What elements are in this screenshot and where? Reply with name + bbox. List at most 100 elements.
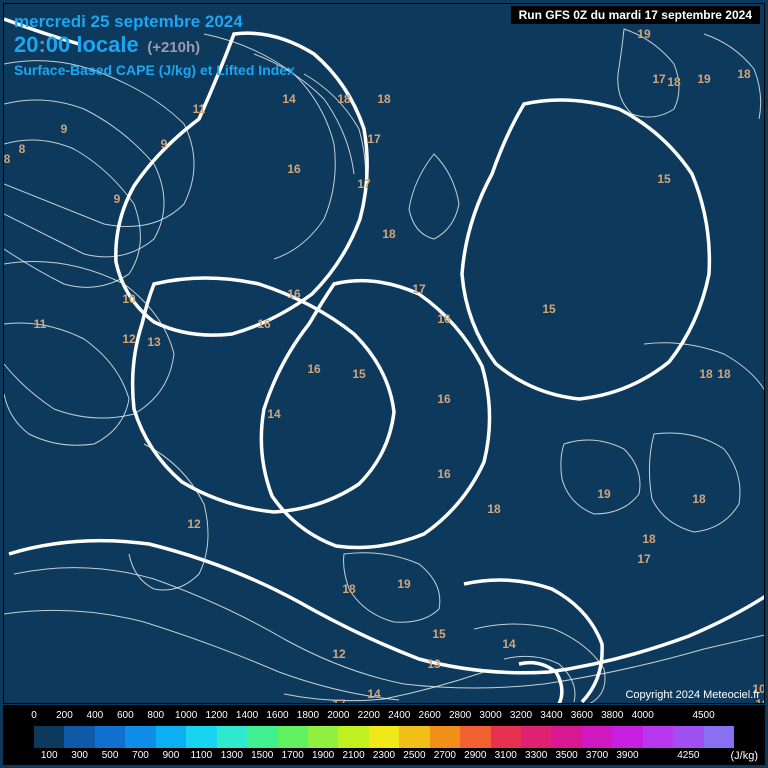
legend-color-cell <box>491 726 521 748</box>
contour-value-label: 12 <box>332 647 345 661</box>
legend-tick-bottom: 3500 <box>555 750 577 761</box>
legend-tick-bottom: 1100 <box>191 750 213 761</box>
contour-value-label: 15 <box>657 172 670 186</box>
contour-value-label: 10 <box>122 292 135 306</box>
map-header: mercredi 25 septembre 2024 20:00 locale … <box>14 12 295 78</box>
contour-value-label: 14 <box>267 407 280 421</box>
legend-color-cell <box>673 726 703 748</box>
legend-color-cell <box>125 726 155 748</box>
legend-tick-bottom: 3700 <box>586 750 608 761</box>
contour-value-label: 11 <box>193 102 206 116</box>
contour-value-label: 8 <box>4 152 11 166</box>
legend-color-cell <box>278 726 308 748</box>
contour-value-label: 12 <box>187 517 200 531</box>
legend-tick-bottom: 1300 <box>221 750 243 761</box>
contour-value-label: 18 <box>699 367 712 381</box>
legend-tick-top: 1400 <box>236 710 258 721</box>
contour-value-label: 18 <box>382 227 395 241</box>
contour-value-label: 17 <box>637 552 650 566</box>
contour-value-label: 9 <box>114 192 121 206</box>
contour-value-label: 18 <box>487 502 500 516</box>
contour-value-label: 17 <box>367 132 380 146</box>
contour-value-label: 15 <box>352 367 365 381</box>
legend-tick-bottom: 3100 <box>495 750 517 761</box>
legend-tick-bottom: 3900 <box>616 750 638 761</box>
legend-labels-bottom: 1003005007009001100130015001700190021002… <box>34 750 734 764</box>
legend-color-cell <box>338 726 368 748</box>
legend-color-cell <box>64 726 94 748</box>
legend-tick-bottom: 300 <box>71 750 88 761</box>
forecast-hours: (+210h) <box>147 39 200 56</box>
legend-tick-bottom: 2100 <box>342 750 364 761</box>
contour-value-label: 16 <box>437 392 450 406</box>
contour-value-label: 13 <box>427 657 440 671</box>
legend-color-cell <box>186 726 216 748</box>
contour-value-label: 13 <box>147 335 160 349</box>
legend-tick-top: 3400 <box>540 710 562 721</box>
contour-value-label: 18 <box>377 92 390 106</box>
legend-tick-bottom: 1700 <box>282 750 304 761</box>
contour-value-label: 18 <box>342 582 355 596</box>
legend-tick-top: 600 <box>117 710 134 721</box>
legend-tick-top: 3000 <box>479 710 501 721</box>
contour-value-label: 19 <box>697 72 710 86</box>
legend-color-cell <box>156 726 186 748</box>
contour-value-label: 12 <box>122 332 135 346</box>
forecast-time: 20:00 locale <box>14 32 139 57</box>
contour-value-label: 16 <box>287 287 300 301</box>
contour-value-label: 14 <box>367 687 380 701</box>
legend-tick-top: 800 <box>147 710 164 721</box>
legend-color-cell <box>247 726 277 748</box>
legend-tick-top: 2600 <box>419 710 441 721</box>
contour-value-label: 15 <box>542 302 555 316</box>
legend-unit: (J/kg) <box>731 750 759 762</box>
contour-value-label: 14 <box>282 92 295 106</box>
legend-tick-top: 1000 <box>175 710 197 721</box>
legend-tick-top: 2400 <box>388 710 410 721</box>
contour-value-label: 9 <box>161 137 168 151</box>
contour-value-label: 16 <box>287 162 300 176</box>
contour-value-label: 18 <box>717 367 730 381</box>
color-legend: 0200400600800100012001400160018002000220… <box>3 705 765 765</box>
legend-color-cell <box>460 726 490 748</box>
legend-tick-top: 0 <box>31 710 37 721</box>
legend-tick-top: 400 <box>87 710 104 721</box>
legend-tick-top: 4500 <box>692 710 714 721</box>
contour-value-label: 14 <box>502 637 515 651</box>
contour-value-label: 18 <box>692 492 705 506</box>
parameter-label: Surface-Based CAPE (J/kg) et Lifted Inde… <box>14 62 295 78</box>
legend-color-cell <box>430 726 460 748</box>
contour-value-label: 9 <box>61 122 68 136</box>
contour-value-label: 16 <box>437 467 450 481</box>
legend-scale <box>34 726 734 748</box>
legend-tick-bottom: 1500 <box>251 750 273 761</box>
legend-tick-top: 2800 <box>449 710 471 721</box>
legend-tick-bottom: 1900 <box>312 750 334 761</box>
legend-tick-bottom: 2700 <box>434 750 456 761</box>
legend-tick-top: 3800 <box>601 710 623 721</box>
legend-tick-top: 2000 <box>327 710 349 721</box>
legend-tick-bottom: 2500 <box>403 750 425 761</box>
forecast-date: mercredi 25 septembre 2024 <box>14 12 295 32</box>
contour-value-label: 15 <box>432 627 445 641</box>
contour-value-label: 8 <box>19 142 26 156</box>
legend-color-cell <box>217 726 247 748</box>
contour-value-label: 11 <box>34 317 47 331</box>
contour-value-label: 17 <box>652 72 665 86</box>
legend-tick-bottom: 2300 <box>373 750 395 761</box>
legend-color-cell <box>308 726 338 748</box>
legend-color-cell <box>643 726 673 748</box>
model-run-info: Run GFS 0Z du mardi 17 septembre 2024 <box>511 6 760 24</box>
contour-value-label: 17 <box>332 697 345 704</box>
legend-color-cell <box>612 726 642 748</box>
legend-tick-bottom: 900 <box>163 750 180 761</box>
contour-value-label: 19 <box>637 27 650 41</box>
contour-value-label: 18 <box>667 75 680 89</box>
legend-tick-top: 1800 <box>297 710 319 721</box>
contour-value-label: 18 <box>337 92 350 106</box>
legend-color-cell <box>551 726 581 748</box>
contour-value-label: 16 <box>437 312 450 326</box>
legend-tick-top: 4000 <box>632 710 654 721</box>
legend-color-cell <box>95 726 125 748</box>
legend-tick-bottom: 4250 <box>677 750 699 761</box>
